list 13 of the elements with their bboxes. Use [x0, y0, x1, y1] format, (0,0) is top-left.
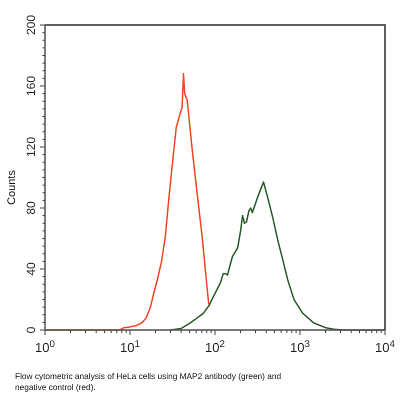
y-tick-label: 0 [24, 326, 38, 334]
text: Flow cytometric analysis of HeLa cells using MAP2 antibody (green) and negative control (red). [15, 371, 282, 392]
y-axis-title: Counts [6, 170, 18, 205]
y-tick-label: 120 [24, 136, 38, 158]
x-tick-label: 10$^{4}$ [375, 338, 396, 355]
y-tick-label: 160 [24, 76, 38, 96]
y-tick-label: 200 [24, 14, 38, 36]
x-tick-label: 10$^{2}$ [205, 338, 225, 355]
x-tick-label: 10$^{0}$ [35, 338, 56, 355]
x-tick-label: 10$^{3}$ [290, 338, 310, 355]
y-tick-label: 40 [24, 262, 38, 276]
x-tick-label: 10$^{1}$ [120, 338, 140, 355]
y-tick-label: 80 [24, 201, 38, 215]
